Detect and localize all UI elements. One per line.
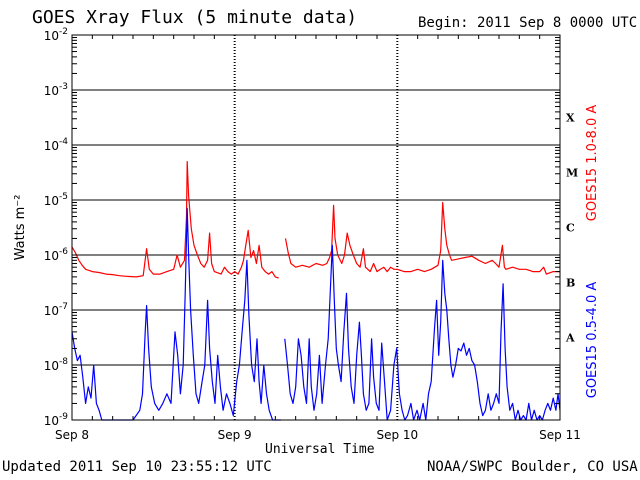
chart-title: GOES Xray Flux (5 minute data): [32, 7, 358, 28]
series-layer: [71, 161, 561, 421]
x-tick-label: Sep 10: [376, 428, 418, 442]
y-tick-label: 10-3: [44, 82, 68, 98]
y-tick-label: 10-6: [44, 247, 69, 263]
y-tick-label: 10-5: [44, 192, 68, 208]
y-tick-label: 10-8: [44, 357, 69, 373]
goes15-long-series: [71, 161, 279, 279]
flare-class-label: X: [566, 112, 575, 125]
updated-timestamp: Updated 2011 Sep 10 23:55:12 UTC: [2, 459, 272, 475]
grid-lines: [72, 35, 560, 420]
flare-class-label: M: [566, 167, 578, 180]
y-tick-label: 10-9: [44, 412, 69, 428]
x-tick-label: Sep 11: [539, 428, 581, 442]
x-tick-label: Sep 9: [218, 428, 252, 442]
axis-ticks: [72, 34, 560, 421]
legend-long-channel: GOES15 1.0-8.0 A: [585, 105, 600, 222]
x-tick-label: Sep 8: [55, 428, 89, 442]
flare-class-label: A: [565, 332, 575, 345]
y-axis-title: Watts m⁻²: [13, 195, 28, 261]
source-credit: NOAA/SWPC Boulder, CO USA: [427, 459, 638, 475]
begin-time-label: Begin: 2011 Sep 8 0000 UTC: [418, 15, 638, 31]
flare-class-label: B: [566, 277, 575, 290]
y-tick-label: 10-2: [44, 27, 68, 43]
flare-class-label: C: [566, 222, 575, 235]
x-axis-title: Universal Time: [265, 442, 375, 457]
y-tick-label: 10-4: [44, 137, 69, 153]
plot-frame: [71, 34, 561, 421]
legend-short-channel: GOES15 0.5-4.0 A: [585, 282, 600, 399]
goes15-long-series: [284, 201, 560, 275]
y-tick-label: 10-7: [44, 302, 68, 318]
